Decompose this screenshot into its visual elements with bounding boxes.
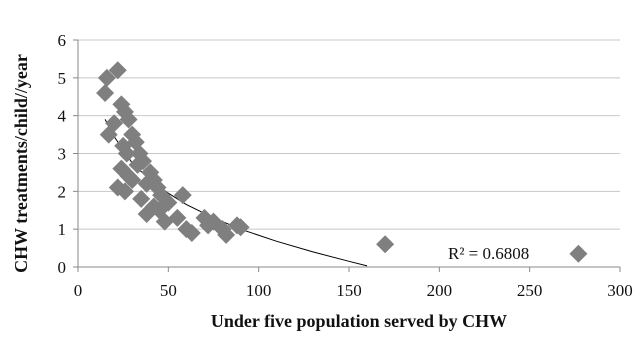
y-tick-label: 2 — [58, 182, 67, 201]
x-tick-label: 250 — [517, 281, 543, 300]
axes — [73, 39, 621, 272]
data-point — [99, 125, 118, 144]
y-tick-label: 3 — [58, 145, 67, 164]
trendline — [104, 119, 368, 267]
data-point — [115, 182, 134, 201]
data-point — [117, 144, 136, 163]
y-tick-labels: 0 1 2 3 4 5 6 — [58, 31, 67, 277]
data-point — [123, 170, 142, 189]
x-tick-label: 150 — [336, 281, 362, 300]
r-squared-annotation: R² = 0.6808 — [448, 244, 529, 263]
data-point — [97, 68, 116, 87]
data-point — [105, 114, 124, 133]
x-tick-label: 100 — [246, 281, 272, 300]
data-point — [231, 218, 250, 237]
x-tick-label: 0 — [74, 281, 83, 300]
data-point — [119, 110, 138, 129]
data-point — [376, 235, 395, 254]
trendline-curve — [104, 119, 368, 267]
x-tick-labels: 0 50 100 150 200 250 300 — [74, 281, 633, 300]
y-tick-label: 0 — [58, 258, 67, 277]
x-tick-label: 200 — [427, 281, 453, 300]
data-point — [173, 186, 192, 205]
data-point — [114, 136, 133, 155]
data-point — [182, 223, 201, 242]
x-tick-label: 50 — [160, 281, 177, 300]
x-axis-label: Under five population served by CHW — [211, 311, 507, 331]
data-point — [132, 189, 151, 208]
data-point — [134, 152, 153, 171]
y-tick-label: 6 — [58, 31, 67, 50]
data-point — [569, 244, 588, 263]
y-tick-label: 5 — [58, 69, 67, 88]
data-point — [108, 61, 127, 80]
y-axis-label: CHW treatments/child//year — [11, 54, 31, 273]
y-tick-label: 4 — [58, 107, 67, 126]
data-point — [96, 83, 115, 102]
data-points — [96, 61, 588, 263]
data-point — [159, 193, 178, 212]
y-tick-label: 1 — [58, 220, 67, 239]
data-point — [168, 208, 187, 227]
data-point — [217, 225, 236, 244]
gridlines — [78, 39, 620, 230]
x-tick-label: 300 — [607, 281, 633, 300]
